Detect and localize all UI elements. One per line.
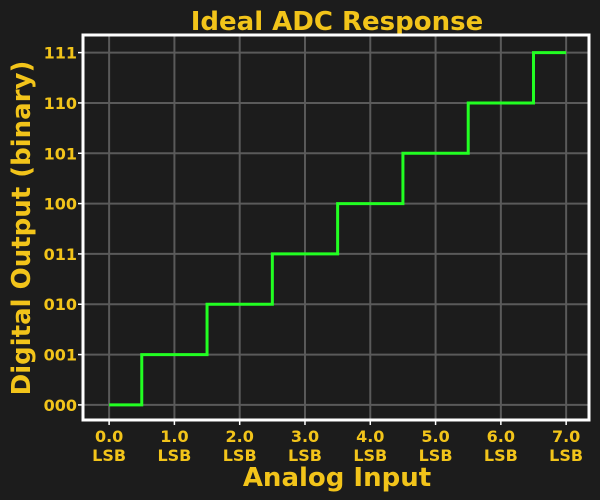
x-axis-title: Analog Input xyxy=(243,463,431,493)
y-tick-label: 011 xyxy=(44,245,77,264)
y-tick-label: 111 xyxy=(44,44,77,63)
x-tick-label: 0.0 LSB xyxy=(92,427,126,465)
plot-area xyxy=(83,35,589,420)
x-tick-label: 4.0 LSB xyxy=(353,427,387,465)
grid-lines xyxy=(83,35,589,420)
y-axis-title: Digital Output (binary) xyxy=(7,61,37,396)
y-tick-label: 001 xyxy=(44,346,77,365)
y-tick-label: 101 xyxy=(44,144,77,163)
adc-step-line xyxy=(109,51,567,407)
chart-title: Ideal ADC Response xyxy=(191,7,484,37)
y-tick-label: 110 xyxy=(44,94,77,113)
x-axis-ticks: 0.0 LSB 1.0 LSB 2.0 LSB 3.0 LSB 4.0 LSB 5.0 LSB 6.0 L… xyxy=(92,420,583,465)
x-tick-label: 5.0 LSB xyxy=(419,427,453,465)
y-tick-label: 100 xyxy=(44,195,77,214)
y-tick-label: 010 xyxy=(44,295,77,314)
plot-frame xyxy=(81,33,591,422)
x-tick-label: 6.0 LSB xyxy=(484,427,518,465)
y-axis-ticks: 000 001 010 011 100 101 110 111 xyxy=(44,44,83,415)
x-tick-label: 2.0 LSB xyxy=(223,427,257,465)
x-tick-label: 3.0 LSB xyxy=(288,427,322,465)
y-tick-label: 000 xyxy=(44,396,77,415)
x-tick-label: 7.0 LSB xyxy=(549,427,583,465)
series-layer xyxy=(109,51,567,407)
x-tick-label: 1.0 LSB xyxy=(157,427,191,465)
